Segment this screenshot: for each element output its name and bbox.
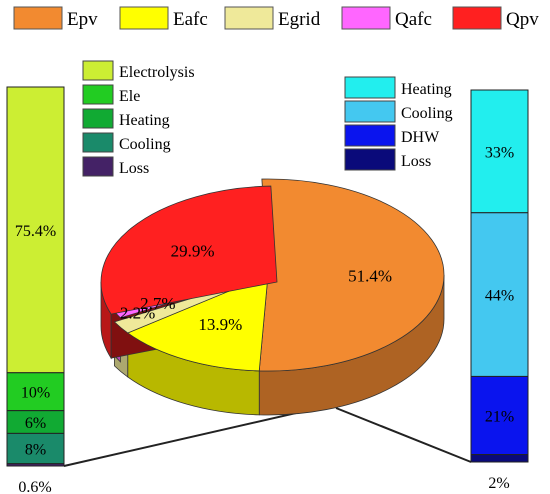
bar-segment-loss xyxy=(470,454,529,463)
right-legend-label-cooling: Cooling xyxy=(401,105,453,122)
left-legend-swatch-electrolysis xyxy=(82,60,114,81)
right-legend-label-dhw: DHW xyxy=(401,129,440,146)
left-legend-label-electrolysis: Electrolysis xyxy=(119,64,195,81)
bar-label-cooling: 8% xyxy=(25,442,46,459)
right-legend-swatch-cooling xyxy=(344,100,396,123)
legend-label-egrid: Egrid xyxy=(278,9,321,30)
connector-left xyxy=(63,407,319,467)
right-legend-label-heating: Heating xyxy=(401,81,452,98)
bar-segment-cooling xyxy=(6,432,65,465)
left-legend-swatch-loss xyxy=(82,156,114,177)
right-legend-swatch-heating xyxy=(344,76,396,99)
pie-label-qafc: 2.7% xyxy=(140,294,175,313)
left-bar-legend: Electrolysis Ele Heating Cooling Loss xyxy=(82,60,195,177)
pie-slice-qpv xyxy=(100,185,278,315)
bar-segment-loss xyxy=(6,463,65,467)
left-legend-label-heating: Heating xyxy=(119,112,170,129)
left-stacked-bar: 75.4% 10% 6% 8% 0.6% xyxy=(6,86,65,494)
bar-label-dhw: 21% xyxy=(485,409,514,426)
legend-label-qpv: Qpv xyxy=(506,9,539,30)
connector-lines xyxy=(63,407,472,467)
pie-label-qpv: 29.9% xyxy=(171,242,215,261)
left-legend-swatch-cooling xyxy=(82,132,114,153)
pie-slice-eafc xyxy=(126,274,269,372)
legend-swatch-qafc xyxy=(341,6,391,30)
bar-label-heating: 33% xyxy=(485,144,514,161)
bar-label-loss: 0.6% xyxy=(18,479,51,494)
bar-label-cooling: 44% xyxy=(485,288,514,305)
right-stacked-bar: 33% 44% 21% 2% xyxy=(470,89,529,492)
bar-label-loss: 2% xyxy=(488,475,509,492)
pie-label-eafc: 13.9% xyxy=(198,315,242,334)
pie-labels: 51.4% 13.9% 2.2%2.7% 29.9% xyxy=(120,242,392,335)
legend-label-eafc: Eafc xyxy=(173,9,208,30)
bar-segment-electrolysis xyxy=(6,86,65,374)
bar-label-heating: 6% xyxy=(25,415,46,432)
pie-slice-epv xyxy=(258,178,445,372)
right-legend-label-loss: Loss xyxy=(401,153,431,170)
legend-swatch-epv xyxy=(13,6,63,30)
right-bar-legend: Heating Cooling DHW Loss xyxy=(344,76,453,171)
bar-label-ele: 10% xyxy=(21,385,50,402)
bar-segment-ele xyxy=(6,372,65,412)
pie-chart xyxy=(100,178,445,416)
left-legend-swatch-heating xyxy=(82,108,114,129)
left-legend-label-ele: Ele xyxy=(119,88,140,105)
right-legend-swatch-dhw xyxy=(344,124,396,147)
bar-label-electrolysis: 75.4% xyxy=(15,223,56,240)
pie-label-epv: 51.4% xyxy=(348,266,392,285)
legend-label-qafc: Qafc xyxy=(395,9,432,30)
left-legend-swatch-ele xyxy=(82,84,114,105)
connector-right xyxy=(335,407,472,463)
legend-swatch-eafc xyxy=(119,6,169,30)
legend-swatch-qpv xyxy=(452,6,502,30)
left-legend-label-loss: Loss xyxy=(119,160,149,177)
pie-label-egrid: 2.2% xyxy=(120,304,155,323)
legend-swatch-egrid xyxy=(224,6,274,30)
left-legend-label-cooling: Cooling xyxy=(119,136,171,153)
right-legend-swatch-loss xyxy=(344,148,396,171)
top-legend: Epv Eafc Egrid Qafc Qpv xyxy=(13,6,539,30)
legend-label-epv: Epv xyxy=(67,9,98,30)
